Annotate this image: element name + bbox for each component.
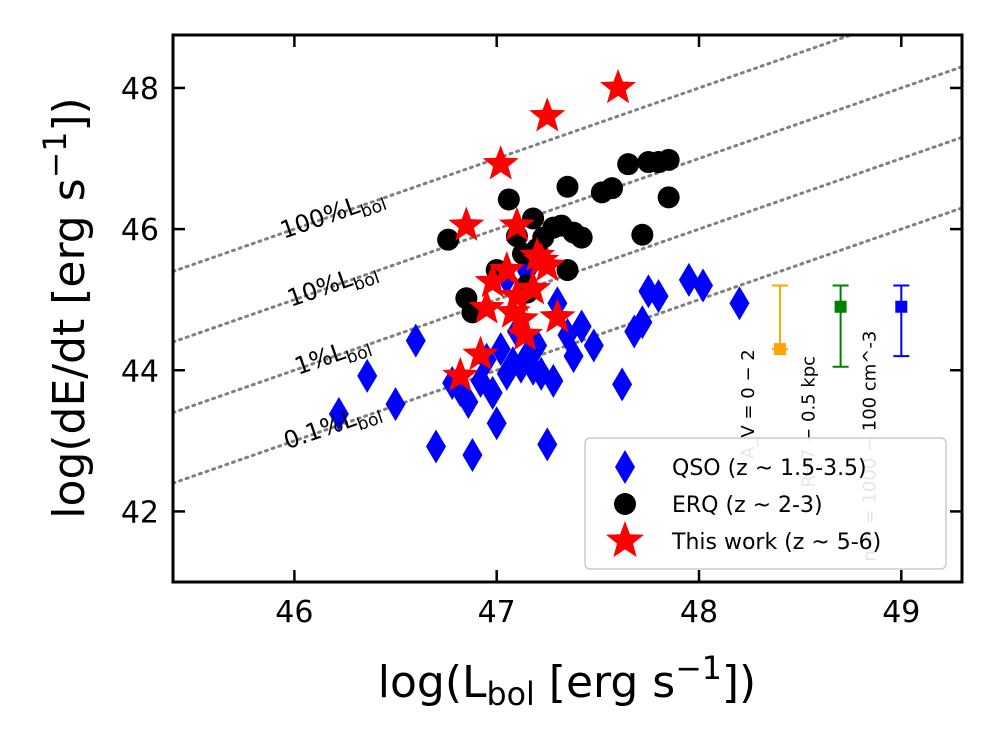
erq-point bbox=[556, 259, 579, 282]
plot-frame bbox=[171, 33, 964, 584]
qso-point bbox=[328, 397, 349, 432]
reference-line bbox=[173, 65, 962, 344]
this-work-point bbox=[442, 356, 479, 392]
this-work-point bbox=[515, 270, 552, 305]
qso-point bbox=[563, 339, 584, 374]
error-bar-marker bbox=[773, 343, 786, 356]
x-tick-label: 49 bbox=[882, 595, 920, 630]
this-work-point bbox=[529, 97, 566, 132]
this-work-point bbox=[482, 145, 519, 180]
qso-point bbox=[458, 385, 479, 420]
qso-point bbox=[357, 358, 378, 393]
erq-point bbox=[497, 188, 520, 211]
qso-point bbox=[405, 323, 426, 358]
legend-label: This work (z ~ 5-6) bbox=[671, 530, 881, 555]
qso-point bbox=[482, 375, 503, 410]
y-tick-label: 48 bbox=[121, 72, 159, 107]
legend-label: QSO (z ~ 1.5-3.5) bbox=[672, 456, 867, 481]
this-work-point bbox=[494, 293, 531, 328]
qso-point bbox=[612, 367, 633, 402]
erq-point bbox=[437, 228, 460, 251]
this-work-point bbox=[474, 263, 511, 298]
this-work-point bbox=[523, 241, 560, 277]
erq-point bbox=[657, 148, 680, 171]
error-bar-marker bbox=[895, 300, 908, 313]
this-work-point bbox=[498, 277, 535, 312]
qso-point bbox=[729, 286, 750, 321]
this-work-point bbox=[468, 289, 505, 324]
axis-ticks: 46 47 48 49 42 44 46 48 bbox=[121, 35, 962, 630]
qso-point bbox=[571, 309, 592, 344]
legend-marker-circle bbox=[614, 493, 636, 515]
y-tick-label: 42 bbox=[121, 495, 159, 530]
this-work-point bbox=[539, 298, 576, 333]
error-bar-label: A_V = 0 − 2 bbox=[738, 349, 759, 459]
this-work-point bbox=[502, 300, 539, 335]
y-tick-label: 44 bbox=[121, 354, 159, 389]
erq-point bbox=[631, 223, 654, 246]
qso-point bbox=[490, 332, 511, 367]
qso-point bbox=[543, 363, 564, 398]
x-tick-label: 46 bbox=[275, 595, 313, 630]
qso-point bbox=[648, 279, 669, 314]
x-tick-label: 48 bbox=[680, 595, 718, 630]
legend-marker-star bbox=[606, 521, 644, 558]
legend-box bbox=[584, 437, 947, 570]
qso-point bbox=[693, 268, 714, 303]
qso-point bbox=[537, 427, 558, 462]
qso-point bbox=[486, 406, 507, 441]
erq-point bbox=[601, 177, 624, 200]
this-work-point bbox=[506, 316, 544, 351]
y-tick-label: 46 bbox=[121, 213, 159, 248]
qso-point bbox=[678, 262, 699, 297]
qso-point bbox=[632, 305, 653, 340]
qso-point bbox=[462, 437, 483, 472]
y-axis-label: log(dE/dt [erg s−1]) bbox=[38, 97, 95, 518]
erq-point bbox=[570, 226, 593, 249]
reference-lines bbox=[173, 35, 962, 485]
legend-marker-diamond bbox=[615, 450, 635, 484]
this-work-point bbox=[462, 335, 499, 371]
x-axis-label: log(Lbol [erg s−1]) bbox=[378, 651, 756, 713]
reference-line bbox=[173, 206, 962, 485]
qso-point bbox=[583, 328, 604, 363]
x-tick-label: 47 bbox=[478, 595, 516, 630]
erq-point bbox=[556, 175, 579, 198]
legend: QSO (z ~ 1.5-3.5) ERQ (z ~ 2-3) This work … bbox=[584, 437, 947, 570]
this-work-point bbox=[448, 206, 485, 241]
erq-point bbox=[617, 153, 640, 176]
reference-line bbox=[173, 35, 856, 273]
this-work-point bbox=[529, 246, 566, 282]
legend-label: ERQ (z ~ 2-3) bbox=[672, 493, 823, 518]
qso-point bbox=[385, 387, 406, 422]
error-bar-marker bbox=[834, 300, 847, 313]
this-work-point bbox=[488, 251, 525, 286]
reference-line bbox=[173, 135, 962, 415]
data-points bbox=[328, 68, 750, 472]
this-work-point bbox=[498, 206, 535, 241]
qso-point bbox=[426, 429, 446, 464]
this-work-point bbox=[600, 68, 637, 104]
erq-point bbox=[657, 186, 680, 209]
